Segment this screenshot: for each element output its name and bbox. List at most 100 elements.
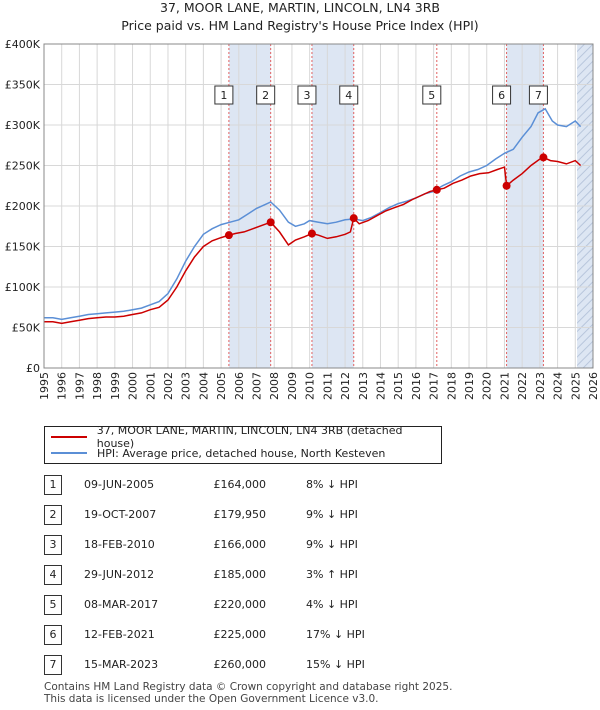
transaction-price: £185,000 xyxy=(213,568,267,581)
sale-point xyxy=(432,185,441,194)
legend: 37, MOOR LANE, MARTIN, LINCOLN, LN4 3RB … xyxy=(44,424,442,464)
x-tick-label: 2010 xyxy=(304,372,317,400)
property-series-line xyxy=(44,156,582,325)
transaction-price: £166,000 xyxy=(213,538,267,551)
transaction-row: 1 09-JUN-2005 £164,000 8% ↓ HPI xyxy=(0,475,600,497)
x-tick-label: 1995 xyxy=(38,372,51,400)
transaction-number: 6 xyxy=(44,625,62,645)
sale-point xyxy=(539,153,548,162)
plot-frame xyxy=(43,43,594,369)
y-tick-label: £400K xyxy=(5,38,41,51)
x-tick-label: 2021 xyxy=(498,372,511,400)
legend-item-property: 37, MOOR LANE, MARTIN, LINCOLN, LN4 3RB … xyxy=(51,424,441,450)
transaction-date: 09-JUN-2005 xyxy=(84,478,155,491)
chart-subtitle: Price paid vs. HM Land Registry's House … xyxy=(121,18,479,33)
x-tick-label: 2020 xyxy=(481,372,494,400)
sale-label-box xyxy=(492,85,512,105)
transaction-hpi-diff: 4% ↓ HPI xyxy=(306,598,358,611)
legend-label-hpi: HPI: Average price, detached house, Nort… xyxy=(97,446,386,460)
sale-label-box xyxy=(339,85,359,105)
sale-point xyxy=(502,181,511,190)
y-tick-label: £100K xyxy=(5,281,41,294)
y-tick-label: £150K xyxy=(5,241,41,254)
x-tick-label: 2019 xyxy=(463,372,476,400)
hpi-series-line xyxy=(44,107,582,321)
transaction-price: £220,000 xyxy=(213,598,267,611)
sale-label: 6 xyxy=(498,89,505,102)
x-tick-label: 1999 xyxy=(109,372,122,400)
sale-label-box xyxy=(256,85,276,105)
transaction-number: 2 xyxy=(44,505,62,525)
transaction-price: £260,000 xyxy=(213,658,267,671)
x-tick-label: 2006 xyxy=(233,372,246,400)
transaction-hpi-diff: 8% ↓ HPI xyxy=(306,478,358,491)
sale-label: 4 xyxy=(345,89,352,102)
transaction-date: 29-JUN-2012 xyxy=(84,568,155,581)
sale-point xyxy=(266,218,275,227)
sale-point xyxy=(224,231,233,240)
transaction-row: 2 19-OCT-2007 £179,950 9% ↓ HPI xyxy=(0,505,600,527)
legend-swatch-property xyxy=(51,436,87,438)
x-tick-label: 2012 xyxy=(339,372,352,400)
x-tick-label: 2009 xyxy=(286,372,299,400)
transaction-number: 7 xyxy=(44,655,62,675)
x-tick-label: 2013 xyxy=(357,372,370,400)
x-tick-label: 2017 xyxy=(428,372,441,400)
x-tick-label: 2003 xyxy=(180,372,193,400)
y-tick-label: £300K xyxy=(5,119,41,132)
x-tick-label: 2014 xyxy=(374,372,387,400)
x-tick-label: 2022 xyxy=(516,372,529,400)
transaction-number: 1 xyxy=(44,475,62,495)
x-tick-label: 2024 xyxy=(552,372,565,400)
transaction-date: 08-MAR-2017 xyxy=(84,598,159,611)
footer-copyright: Contains HM Land Registry data © Crown c… xyxy=(44,681,453,693)
y-tick-label: £0 xyxy=(26,362,40,375)
y-tick-label: £200K xyxy=(5,200,41,213)
transaction-hpi-diff: 17% ↓ HPI xyxy=(306,628,365,641)
transaction-price: £179,950 xyxy=(213,508,267,521)
transaction-date: 15-MAR-2023 xyxy=(84,658,159,671)
x-tick-label: 2008 xyxy=(268,372,281,400)
transaction-row: 3 18-FEB-2010 £166,000 9% ↓ HPI xyxy=(0,535,600,557)
sale-label: 2 xyxy=(262,89,269,102)
sale-label-box xyxy=(422,85,442,105)
transaction-row: 7 15-MAR-2023 £260,000 15% ↓ HPI xyxy=(0,655,600,677)
x-tick-label: 2000 xyxy=(127,372,140,400)
transaction-date: 19-OCT-2007 xyxy=(84,508,157,521)
chart-title: 37, MOOR LANE, MARTIN, LINCOLN, LN4 3RB xyxy=(160,0,440,15)
transaction-hpi-diff: 3% ↑ HPI xyxy=(306,568,358,581)
transaction-number: 5 xyxy=(44,595,62,615)
x-tick-label: 2016 xyxy=(410,372,423,400)
footer-licence: This data is licensed under the Open Gov… xyxy=(44,693,379,705)
transaction-row: 4 29-JUN-2012 £185,000 3% ↑ HPI xyxy=(0,565,600,587)
sale-label-box xyxy=(528,85,548,105)
transaction-hpi-diff: 9% ↓ HPI xyxy=(306,538,358,551)
x-tick-label: 2007 xyxy=(251,372,264,400)
y-tick-label: £50K xyxy=(12,322,41,335)
transaction-date: 12-FEB-2021 xyxy=(84,628,155,641)
sale-label-box xyxy=(297,85,317,105)
transaction-number: 4 xyxy=(44,565,62,585)
x-tick-label: 1996 xyxy=(56,372,69,400)
transaction-row: 5 08-MAR-2017 £220,000 4% ↓ HPI xyxy=(0,595,600,617)
y-tick-label: £250K xyxy=(5,160,41,173)
x-tick-label: 2025 xyxy=(569,372,582,400)
transaction-number: 3 xyxy=(44,535,62,555)
sale-label: 5 xyxy=(428,89,435,102)
legend-label-property: 37, MOOR LANE, MARTIN, LINCOLN, LN4 3RB … xyxy=(96,424,403,450)
x-tick-label: 1997 xyxy=(73,372,86,400)
transaction-date: 18-FEB-2010 xyxy=(84,538,155,551)
transaction-hpi-diff: 9% ↓ HPI xyxy=(306,508,358,521)
transaction-row: 6 12-FEB-2021 £225,000 17% ↓ HPI xyxy=(0,625,600,647)
x-tick-label: 2018 xyxy=(445,372,458,400)
x-tick-label: 2004 xyxy=(197,372,210,400)
sale-label: 3 xyxy=(303,89,310,102)
sale-label: 7 xyxy=(535,89,542,102)
price-chart: £0 £50K £100K £150K £200K £250K £300K £350K £400… xyxy=(5,38,600,400)
sale-label: 1 xyxy=(220,89,227,102)
x-tick-label: 1998 xyxy=(91,372,104,400)
x-tick-label: 2011 xyxy=(321,372,334,400)
transaction-price: £164,000 xyxy=(213,478,267,491)
x-tick-label: 2015 xyxy=(392,372,405,400)
legend-swatch-hpi xyxy=(51,452,87,454)
